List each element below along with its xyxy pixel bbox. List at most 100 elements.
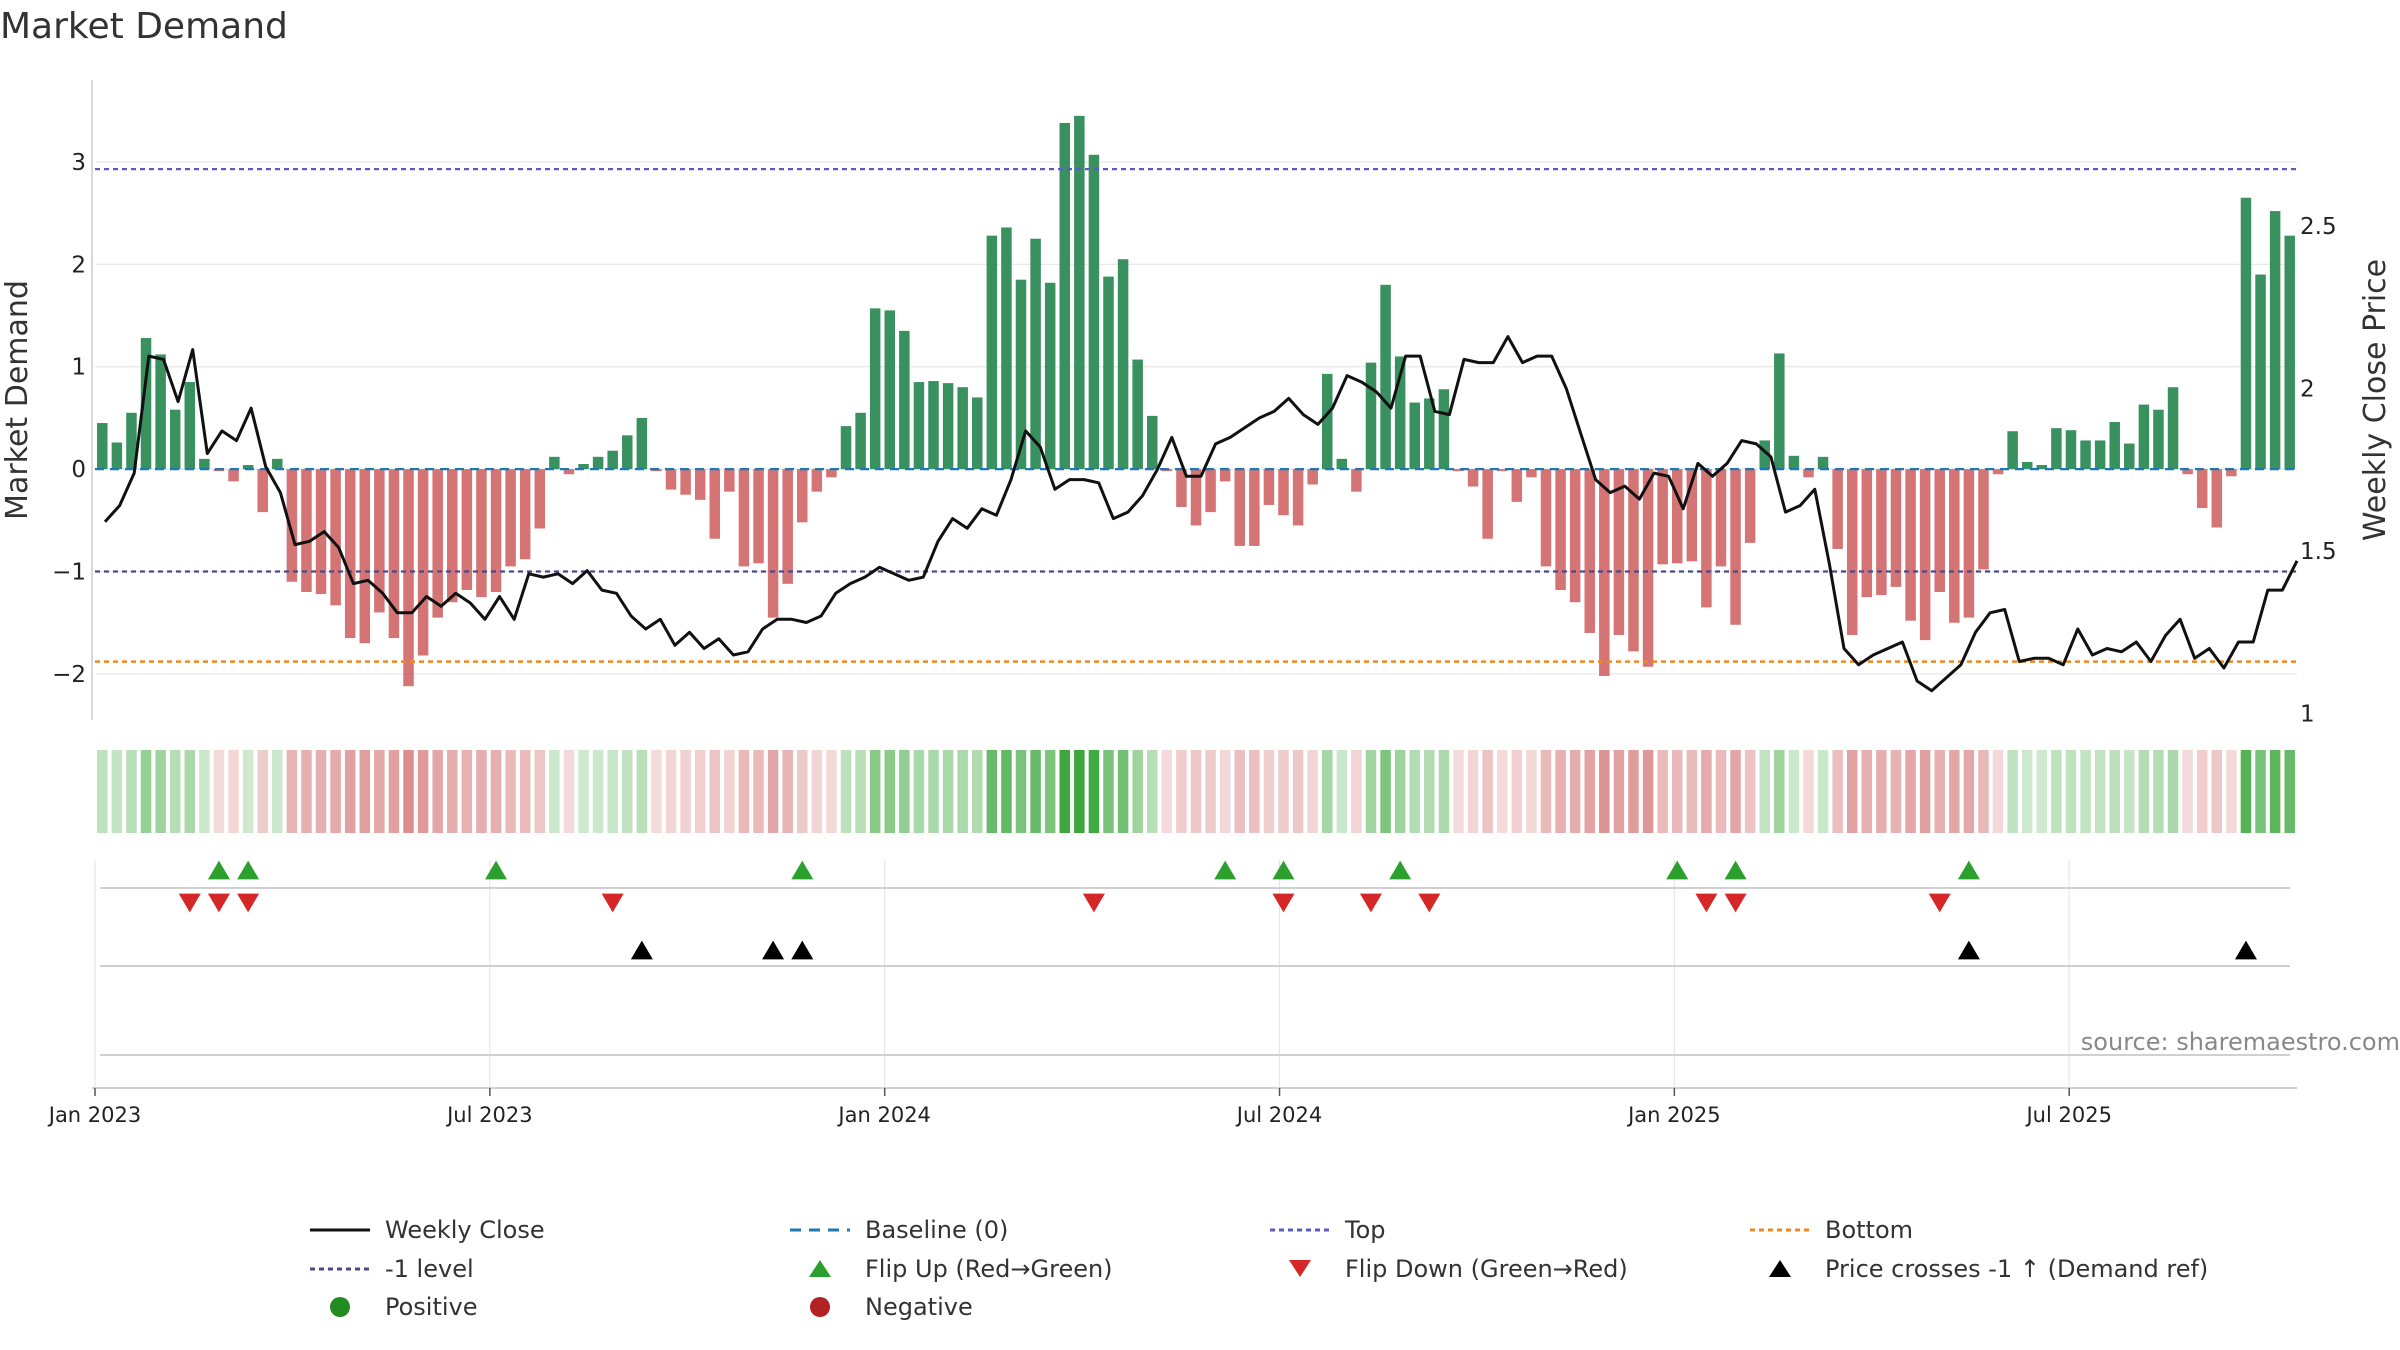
demand-bar: [972, 397, 983, 470]
demand-bar: [724, 469, 735, 492]
heat-cell: [199, 750, 210, 833]
weekly-close-series: [103, 335, 2299, 693]
demand-bar: [374, 469, 385, 613]
demand-bar: [782, 469, 793, 584]
demand-bar: [1482, 469, 1493, 539]
legend-item: Weekly Close: [310, 1216, 545, 1244]
demand-bar: [2109, 422, 2120, 470]
demand-bar: [1584, 469, 1595, 633]
legend-label: Positive: [385, 1293, 478, 1321]
heat-cell: [1394, 750, 1406, 833]
flip-down-marker: [1272, 893, 1295, 913]
heat-cell: [374, 750, 385, 833]
demand-bar: [1934, 469, 1945, 592]
heat-cell: [461, 750, 473, 833]
heat-cell: [1044, 750, 1056, 833]
heat-cell: [1263, 750, 1275, 833]
heat-cell: [1846, 750, 1858, 833]
demand-bar: [301, 469, 312, 592]
demand-bar: [140, 338, 152, 470]
demand-bar: [1132, 359, 1143, 470]
heat-cell: [826, 750, 837, 833]
y-tick-label: 1: [71, 355, 86, 381]
heat-cell: [2182, 750, 2193, 833]
demand-bar: [417, 469, 429, 656]
heat-cell: [1190, 750, 1202, 833]
heat-cell: [592, 750, 604, 833]
heat-cell: [2124, 750, 2135, 833]
heat-cell: [1555, 750, 1566, 833]
legend-label: Price crosses -1 ↑ (Demand ref): [1825, 1255, 2208, 1283]
heat-cell: [972, 750, 983, 833]
heat-cell: [1803, 750, 1814, 833]
legend-label: Flip Up (Red→Green): [865, 1255, 1113, 1283]
heat-cell: [899, 750, 910, 833]
heat-cell: [855, 750, 866, 833]
demand-bar: [1147, 415, 1158, 470]
demand-bar: [1409, 402, 1420, 470]
demand-bar: [2269, 211, 2281, 470]
legend-item: Bottom: [1750, 1216, 1913, 1244]
heat-cell: [1788, 750, 1800, 833]
flip-up-marker: [1272, 860, 1295, 880]
heat-cell: [884, 750, 896, 833]
heat-cell: [724, 750, 735, 833]
demand-bar: [1919, 469, 1931, 641]
heat-cell: [228, 750, 239, 833]
heat-cell: [213, 750, 225, 833]
heat-cell: [1161, 750, 1173, 833]
demand-bar: [549, 456, 560, 470]
heat-cell: [1584, 750, 1595, 833]
demand-bar: [1438, 389, 1450, 470]
demand-bar: [286, 469, 298, 582]
demand-bar: [2196, 469, 2208, 509]
demand-bar: [1176, 469, 1187, 508]
demand-bar: [388, 469, 400, 639]
flip-down-marker: [207, 893, 230, 913]
demand-bar: [1569, 469, 1581, 603]
y2-tick-label: 2: [2300, 377, 2315, 403]
demand-bar: [344, 469, 356, 639]
demand-bar: [709, 469, 721, 539]
flip-up-marker: [1389, 860, 1412, 880]
x-tick-label: Jan 2025: [1626, 1103, 1721, 1127]
demand-bar: [753, 469, 764, 564]
flip-up-marker: [237, 860, 260, 880]
heat-cell: [1759, 750, 1770, 833]
heat-cell: [811, 750, 823, 833]
heat-cell: [913, 750, 925, 833]
heat-cell: [534, 750, 546, 833]
demand-bar: [1671, 469, 1683, 564]
demand-bar: [1642, 469, 1654, 667]
heat-cell: [1569, 750, 1581, 833]
demand-bar: [111, 442, 123, 470]
demand-bar: [2080, 440, 2091, 470]
demand-bar: [636, 417, 648, 470]
demand-bar: [1278, 469, 1289, 516]
heat-cell: [1496, 750, 1508, 833]
demand-bar: [1788, 455, 1800, 470]
flip-down-marker: [1082, 893, 1105, 913]
heat-cell: [1001, 750, 1012, 833]
demand-bar: [447, 469, 458, 603]
demand-bar: [519, 469, 531, 560]
demand-bar: [169, 409, 181, 470]
legend-item: Price crosses -1 ↑ (Demand ref): [1769, 1255, 2208, 1283]
demand-bar: [942, 383, 954, 470]
legend-marker: [810, 1297, 830, 1317]
demand-bar: [592, 456, 604, 470]
demand-bar: [913, 382, 925, 470]
heat-cell: [447, 750, 458, 833]
demand-bar: [1044, 282, 1056, 470]
demand-bar: [1292, 469, 1304, 526]
demand-bar: [1730, 469, 1741, 625]
demand-bar: [1234, 469, 1245, 546]
y2-tick-label: 2.5: [2300, 214, 2337, 240]
demand-bar: [1657, 469, 1668, 565]
demand-bar: [1701, 469, 1712, 608]
heat-cell: [1278, 750, 1289, 833]
x-tick-label: Jul 2023: [445, 1103, 532, 1127]
demand-bar: [1307, 469, 1318, 485]
demand-bar: [1394, 356, 1406, 470]
heat-cell: [738, 750, 750, 833]
